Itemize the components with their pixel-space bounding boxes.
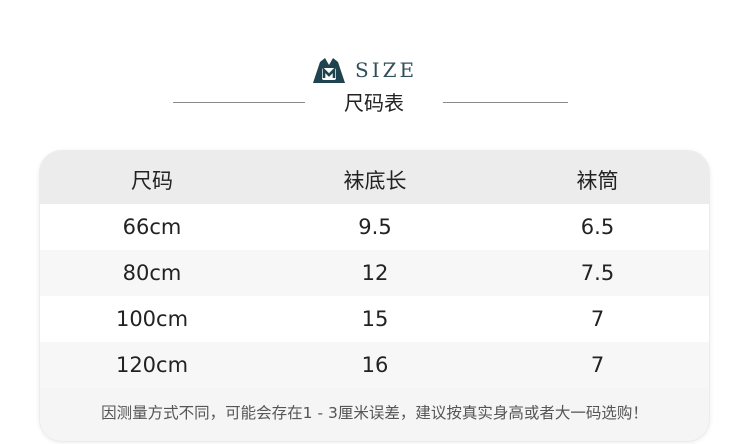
column-header-sole-length: 袜底长 bbox=[343, 168, 407, 193]
table-cell: 120cm bbox=[115, 353, 189, 377]
title-row: 尺码表 bbox=[0, 88, 750, 118]
table-cell: 16 bbox=[361, 353, 389, 377]
table-cell: 7.5 bbox=[580, 261, 615, 285]
table-row: 100cm 15 7 bbox=[40, 296, 709, 342]
table-cell: 6.5 bbox=[580, 215, 615, 239]
page-title: 尺码表 bbox=[344, 91, 404, 115]
size-table: 尺码 袜底长 袜筒 66cm 9.5 6.5 80cm 12 7.5 100cm… bbox=[40, 151, 709, 441]
table-cell: 7 bbox=[590, 353, 605, 377]
table-cell: 100cm bbox=[115, 307, 189, 331]
measurement-note: 因测量方式不同，可能会存在1 - 3厘米误差，建议按真实身高或者大一码选购！ bbox=[40, 388, 709, 439]
m-logo-icon bbox=[313, 58, 345, 83]
table-row: 66cm 9.5 6.5 bbox=[40, 204, 709, 250]
table-cell: 66cm bbox=[122, 215, 182, 239]
table-row: 120cm 16 7 bbox=[40, 342, 709, 388]
table-cell: 9.5 bbox=[358, 215, 392, 239]
divider-right bbox=[443, 102, 568, 103]
brand-word: SIZE bbox=[355, 58, 418, 82]
brand-row: SIZE bbox=[311, 56, 417, 84]
table-header-row: 尺码 袜底长 袜筒 bbox=[40, 151, 709, 204]
table-cell: 7 bbox=[590, 307, 605, 331]
column-header-size: 尺码 bbox=[131, 168, 173, 193]
column-header-cuff: 袜筒 bbox=[576, 168, 619, 193]
table-row: 80cm 12 7.5 bbox=[40, 250, 709, 296]
divider-left bbox=[173, 102, 305, 103]
table-cell: 80cm bbox=[122, 261, 182, 285]
table-cell: 12 bbox=[361, 261, 389, 285]
header: SIZE 尺码表 bbox=[0, 52, 750, 122]
table-cell: 15 bbox=[361, 307, 389, 331]
